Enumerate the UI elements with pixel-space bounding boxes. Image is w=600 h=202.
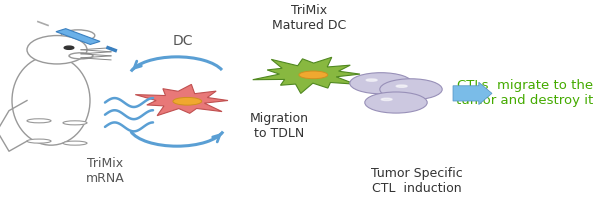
Polygon shape [135, 85, 228, 116]
Ellipse shape [27, 119, 51, 123]
Circle shape [64, 47, 74, 50]
Text: TriMix
Matured DC: TriMix Matured DC [272, 4, 346, 32]
Text: DC: DC [173, 34, 193, 47]
Polygon shape [56, 29, 100, 45]
Polygon shape [253, 58, 360, 94]
Ellipse shape [396, 86, 407, 88]
FancyArrow shape [453, 83, 492, 105]
Circle shape [61, 31, 95, 42]
Ellipse shape [63, 141, 87, 145]
Text: Tumor Specific
CTL  induction: Tumor Specific CTL induction [371, 166, 463, 194]
Text: Migration
to TDLN: Migration to TDLN [250, 111, 308, 139]
Ellipse shape [63, 121, 87, 125]
Ellipse shape [381, 99, 392, 101]
Ellipse shape [173, 98, 202, 106]
Ellipse shape [69, 54, 93, 60]
Ellipse shape [366, 80, 377, 82]
Ellipse shape [12, 57, 90, 145]
Text: TriMix
mRNA: TriMix mRNA [86, 156, 124, 184]
Circle shape [380, 79, 442, 100]
Ellipse shape [27, 139, 51, 143]
Ellipse shape [27, 36, 87, 65]
Circle shape [365, 93, 427, 114]
Text: CTLs  migrate to the
tumor and destroy it: CTLs migrate to the tumor and destroy it [457, 79, 593, 107]
Circle shape [350, 73, 412, 94]
Ellipse shape [299, 72, 328, 79]
